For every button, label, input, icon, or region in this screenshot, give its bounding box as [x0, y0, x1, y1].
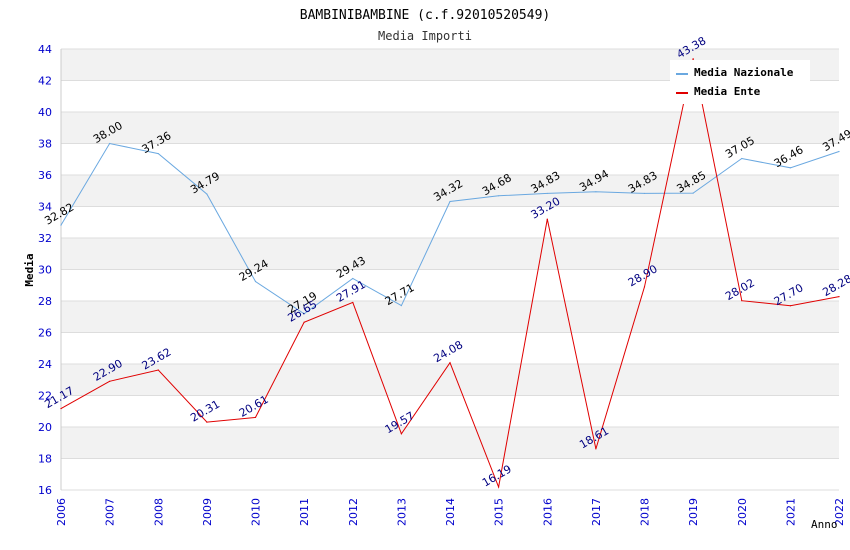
- legend-label: Media Ente: [694, 85, 761, 98]
- x-tick-label: 2018: [639, 498, 652, 526]
- data-point: [789, 305, 791, 307]
- grid-band: [61, 301, 839, 333]
- data-point: [449, 200, 451, 203]
- x-tick-label: 2007: [104, 498, 117, 526]
- data-point: [498, 486, 500, 488]
- data-point: [692, 192, 694, 194]
- y-tick-label: 20: [38, 421, 52, 434]
- chart-title: BAMBINIBAMBINE (c.f.92010520549): [300, 8, 550, 23]
- x-tick-label: 2020: [736, 498, 749, 526]
- data-point: [352, 301, 354, 304]
- data-point: [157, 152, 159, 155]
- legend-box: [670, 60, 810, 104]
- data-point: [157, 369, 159, 371]
- data-point: [741, 157, 743, 160]
- data-point: [109, 380, 111, 382]
- data-point: [109, 142, 111, 145]
- grid-bands: [60, 48, 839, 491]
- data-point: [838, 150, 840, 153]
- y-tick-label: 42: [38, 75, 52, 88]
- grid-band: [61, 395, 839, 427]
- x-tick-label: 2009: [201, 498, 214, 526]
- grid-band: [61, 332, 839, 364]
- y-tick-label: 18: [38, 453, 52, 466]
- x-tick-label: 2011: [298, 498, 311, 526]
- x-tick-label: 2013: [395, 498, 408, 526]
- x-tick-label: 2021: [784, 498, 797, 526]
- y-tick-label: 32: [38, 232, 52, 245]
- data-point: [643, 286, 646, 288]
- data-point: [60, 224, 62, 226]
- x-tick-label: 2015: [493, 498, 506, 526]
- data-point: [789, 167, 791, 169]
- y-tick-label: 38: [38, 138, 52, 151]
- data-point: [838, 295, 840, 298]
- grid-band: [61, 112, 839, 144]
- y-axis-ticks: 16 18 20 22 24 26 28 30 32 34 36 38 40 42 44: [38, 43, 52, 497]
- data-point: [60, 407, 62, 410]
- x-tick-label: 2019: [687, 498, 700, 526]
- y-tick-label: 22: [38, 390, 52, 403]
- data-point: [498, 195, 500, 197]
- data-point: [546, 192, 548, 195]
- x-axis-ticks: 2006 2007 2008 2009 2010 2011 2012 2013 2014 2015…: [55, 498, 846, 526]
- data-point: [595, 191, 597, 193]
- data-point: [352, 277, 354, 280]
- y-tick-label: 40: [38, 106, 52, 119]
- y-axis-label: Media: [23, 253, 36, 286]
- data-point: [303, 313, 305, 315]
- data-point: [692, 58, 694, 60]
- y-tick-label: 28: [38, 295, 52, 308]
- data-point: [595, 448, 597, 450]
- y-tick-label: 16: [38, 484, 52, 497]
- chart-subtitle: Media Importi: [378, 29, 472, 43]
- legend-label: Media Nazionale: [694, 66, 794, 79]
- grid-band: [61, 206, 839, 238]
- data-point: [206, 193, 208, 195]
- x-tick-label: 2022: [833, 498, 846, 526]
- data-point: [400, 433, 402, 435]
- y-tick-label: 36: [38, 169, 52, 182]
- data-point: [449, 362, 451, 364]
- data-point: [254, 416, 257, 418]
- y-tick-label: 26: [38, 327, 52, 340]
- grid-band: [61, 364, 839, 396]
- grid-band: [61, 427, 839, 459]
- data-point: [254, 280, 257, 283]
- x-axis-label: Anno: [811, 518, 838, 531]
- data-point: [206, 421, 208, 423]
- y-tick-label: 30: [38, 264, 52, 277]
- x-tick-label: 2006: [55, 498, 68, 526]
- grid-band: [61, 143, 839, 175]
- legend: Media Nazionale Media Ente: [670, 60, 810, 104]
- data-point: [546, 218, 548, 220]
- data-point: [400, 304, 402, 307]
- data-point: [303, 321, 305, 323]
- y-tick-label: 44: [38, 43, 52, 56]
- y-tick-label: 24: [38, 358, 52, 371]
- x-tick-label: 2014: [444, 498, 457, 526]
- data-point: [741, 300, 743, 302]
- data-point: [643, 192, 646, 195]
- y-tick-label: 34: [38, 201, 52, 214]
- x-tick-label: 2010: [250, 498, 263, 526]
- x-tick-label: 2008: [152, 498, 165, 526]
- x-tick-label: 2012: [347, 498, 360, 526]
- grid-band: [61, 238, 839, 270]
- grid-band: [61, 269, 839, 301]
- x-tick-label: 2017: [590, 498, 603, 526]
- grid-band: [61, 458, 839, 490]
- x-tick-label: 2016: [541, 498, 554, 526]
